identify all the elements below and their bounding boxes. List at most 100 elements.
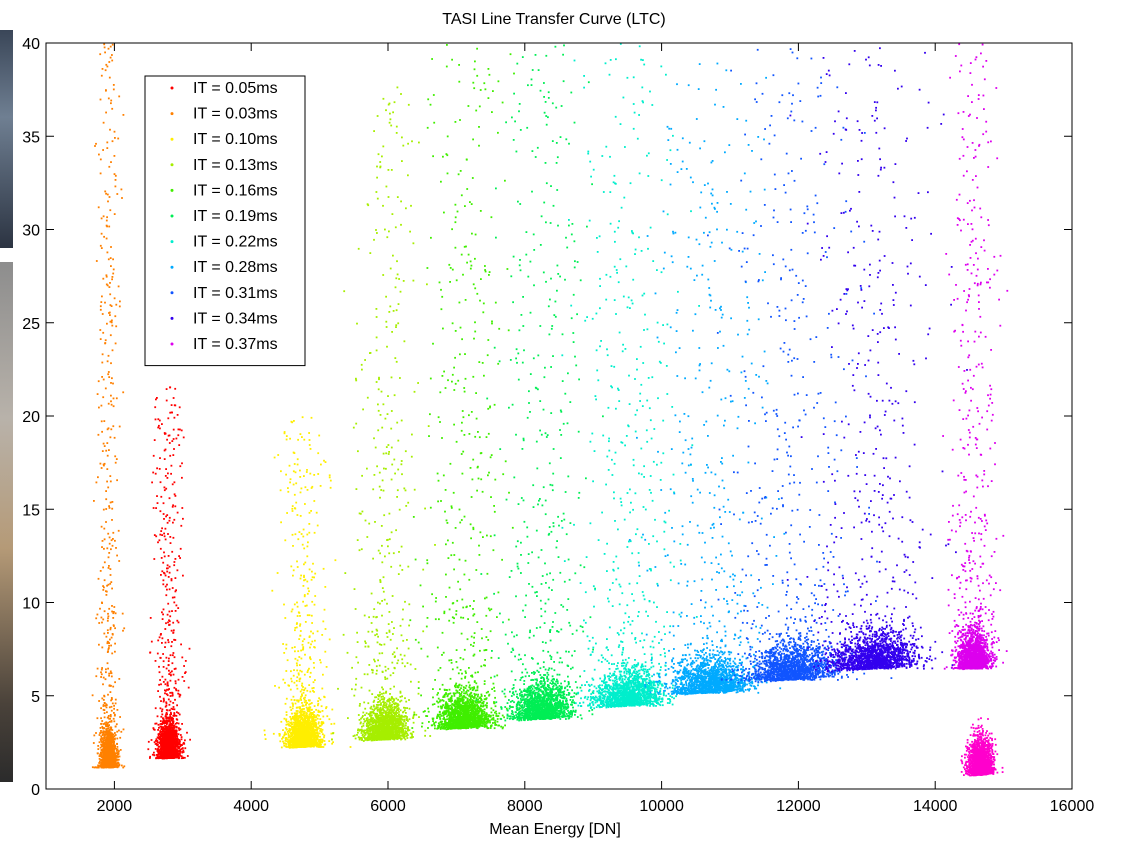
scatter-point bbox=[183, 665, 185, 667]
scatter-point bbox=[107, 693, 109, 696]
scatter-point bbox=[167, 621, 169, 624]
scatter-point bbox=[169, 542, 172, 544]
scatter-point bbox=[157, 747, 159, 750]
scatter-point bbox=[111, 507, 114, 510]
scatter-point bbox=[113, 738, 116, 741]
scatter-point bbox=[106, 750, 108, 752]
scatter-point bbox=[112, 405, 115, 408]
scatter-point bbox=[109, 475, 112, 477]
scatter-point bbox=[159, 707, 162, 710]
scatter-point bbox=[173, 757, 175, 759]
scatter-point bbox=[110, 362, 112, 365]
scatter-point bbox=[113, 720, 116, 723]
scatter-point bbox=[115, 758, 118, 761]
scatter-point bbox=[172, 720, 175, 723]
scatter-point bbox=[161, 642, 163, 644]
scatter-point bbox=[108, 536, 111, 539]
scatter-point bbox=[99, 753, 101, 756]
scatter-point bbox=[178, 729, 181, 731]
scatter-point bbox=[109, 759, 112, 761]
scatter-point bbox=[168, 703, 171, 706]
scatter-point bbox=[114, 764, 116, 766]
scatter-point bbox=[284, 739, 287, 742]
scatter-point bbox=[173, 656, 176, 659]
scatter-point bbox=[105, 590, 108, 593]
scatter-point bbox=[117, 137, 120, 140]
scatter-point bbox=[99, 244, 102, 247]
scatter-point bbox=[116, 766, 119, 769]
scatter-point bbox=[174, 682, 177, 685]
scatter-point bbox=[109, 753, 111, 755]
scatter-point bbox=[105, 498, 108, 501]
scatter-point bbox=[163, 449, 166, 452]
scatter-point bbox=[108, 730, 110, 733]
scatter-point bbox=[105, 765, 108, 767]
scatter-point bbox=[113, 707, 115, 710]
scatter-point bbox=[165, 701, 168, 704]
scatter-point bbox=[164, 538, 167, 541]
scatter-point bbox=[100, 735, 103, 738]
scatter-point bbox=[157, 733, 160, 736]
scatter-point bbox=[103, 538, 106, 541]
scatter-point bbox=[107, 258, 110, 261]
scatter-point bbox=[177, 722, 180, 725]
scatter-point bbox=[186, 731, 188, 734]
scatter-point bbox=[166, 756, 168, 759]
scatter-point bbox=[160, 757, 163, 759]
scatter-point bbox=[164, 745, 167, 748]
scatter-point bbox=[101, 741, 103, 743]
scatter-point bbox=[101, 430, 103, 433]
scatter-point bbox=[157, 755, 159, 757]
scatter-point bbox=[109, 638, 111, 641]
scatter-point bbox=[154, 418, 157, 421]
scatter-point bbox=[102, 766, 105, 769]
scatter-point bbox=[172, 536, 175, 539]
scatter-point bbox=[167, 639, 169, 641]
scatter-point bbox=[113, 758, 116, 761]
scatter-point bbox=[285, 714, 288, 716]
scatter-point bbox=[101, 725, 104, 728]
scatter-point bbox=[171, 753, 173, 756]
scatter-point bbox=[111, 140, 114, 143]
scatter-point bbox=[181, 462, 183, 465]
scatter-point bbox=[153, 534, 156, 536]
scatter-point bbox=[174, 714, 176, 717]
scatter-point bbox=[166, 613, 169, 616]
scatter-point bbox=[289, 722, 292, 724]
scatter-point bbox=[112, 617, 115, 619]
scatter-point bbox=[112, 531, 115, 534]
scatter-point bbox=[105, 729, 108, 731]
scatter-point bbox=[301, 704, 304, 707]
scatter-point bbox=[110, 741, 112, 744]
scatter-point bbox=[167, 734, 170, 736]
scatter-point bbox=[118, 95, 121, 98]
scatter-point bbox=[167, 533, 169, 535]
scatter-point bbox=[165, 747, 167, 749]
scatter-point bbox=[159, 730, 162, 732]
scatter-point bbox=[176, 704, 178, 707]
scatter-point bbox=[166, 588, 168, 591]
scatter-point bbox=[174, 667, 177, 670]
scatter-point bbox=[165, 736, 168, 739]
scatter-point bbox=[163, 735, 166, 737]
scatter-point bbox=[108, 507, 111, 509]
scatter-point bbox=[172, 722, 174, 724]
scatter-point bbox=[169, 671, 172, 674]
scatter-point bbox=[106, 547, 109, 550]
scatter-point bbox=[100, 730, 102, 732]
scatter-point bbox=[172, 746, 175, 749]
scatter-point bbox=[98, 153, 100, 156]
scatter-point bbox=[164, 574, 167, 577]
scatter-point bbox=[166, 570, 169, 573]
scatter-point bbox=[294, 702, 297, 705]
scatter-point bbox=[187, 686, 190, 689]
scatter-point bbox=[280, 746, 283, 749]
scatter-point bbox=[173, 708, 176, 711]
scatter-point bbox=[168, 748, 171, 751]
scatter-point bbox=[176, 569, 179, 572]
scatter-point bbox=[91, 694, 94, 697]
scatter-point bbox=[109, 744, 111, 747]
scatter-point bbox=[107, 735, 109, 738]
scatter-point bbox=[116, 737, 119, 740]
scatter-point bbox=[172, 728, 174, 731]
